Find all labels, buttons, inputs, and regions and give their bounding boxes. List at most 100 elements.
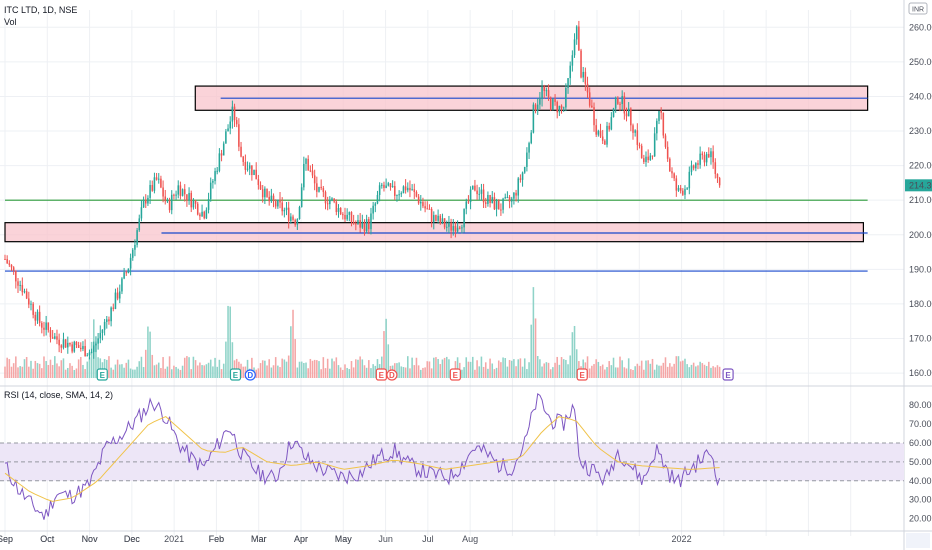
- candle-body: [147, 197, 149, 204]
- volume-bar: [402, 367, 405, 378]
- candle-body: [532, 104, 535, 133]
- volume-bar: [614, 367, 617, 378]
- candle-body: [164, 196, 167, 202]
- candle-body: [378, 185, 381, 195]
- candle-body: [632, 125, 634, 133]
- volume-bar: [60, 360, 63, 378]
- candle-body: [225, 131, 227, 144]
- volume-bar: [298, 361, 301, 378]
- candle-body: [508, 196, 511, 202]
- event-marker-d-3: D: [244, 369, 256, 381]
- volume-bar: [118, 364, 121, 378]
- volume-bar: [684, 358, 686, 378]
- price-axis-tick-label: 170.00: [909, 334, 932, 344]
- candle-body: [381, 184, 383, 186]
- candle-body: [93, 345, 95, 352]
- volume-bar: [272, 365, 275, 378]
- volume-bar: [225, 341, 227, 378]
- candle-body: [606, 125, 608, 145]
- volume-bar: [322, 357, 325, 378]
- volume-bar: [575, 349, 578, 378]
- volume-bar: [73, 369, 76, 378]
- axis-settings-button[interactable]: [906, 533, 930, 548]
- volume-bar: [562, 359, 565, 378]
- volume-bar: [190, 369, 193, 378]
- volume-bar: [708, 361, 710, 378]
- volume-bar: [307, 368, 309, 378]
- candle-body: [463, 208, 465, 228]
- candle-body: [398, 194, 400, 196]
- volume-bar: [144, 349, 147, 378]
- volume-bar: [175, 366, 177, 378]
- candle-body: [261, 189, 264, 198]
- candle-body: [77, 345, 80, 348]
- volume-bar: [606, 367, 608, 378]
- candle-body: [30, 303, 32, 305]
- volume-bar: [651, 358, 654, 378]
- volume-bar: [536, 356, 539, 378]
- volume-bar: [697, 365, 699, 378]
- candle-body: [443, 218, 446, 228]
- volume-bar: [108, 356, 110, 378]
- volume-bar: [619, 356, 621, 378]
- volume-bar: [352, 367, 355, 378]
- candle-body: [216, 170, 219, 172]
- volume-bar: [679, 361, 682, 378]
- candle-body: [352, 221, 355, 224]
- volume-bar: [99, 358, 102, 378]
- volume-bar: [554, 362, 556, 378]
- price-axis-tick-label: 200.00: [909, 230, 932, 240]
- candle-body: [452, 226, 455, 231]
- volume-bar: [199, 362, 201, 378]
- candle-body: [212, 180, 214, 183]
- candle-body: [662, 112, 665, 136]
- volume-bar: [222, 363, 225, 378]
- candle-body: [456, 227, 459, 232]
- volume-bar: [716, 365, 719, 378]
- volume-bar: [489, 358, 491, 378]
- candle-body: [231, 106, 234, 122]
- volume-bar: [588, 368, 591, 378]
- volume-bar: [296, 367, 299, 378]
- volume-bar: [62, 358, 65, 378]
- volume-bar: [469, 361, 472, 378]
- candle-body: [385, 185, 387, 188]
- time-axis-tick-label: Apr: [294, 534, 308, 544]
- candle-body: [15, 270, 17, 282]
- volume-bar: [374, 365, 377, 378]
- candle-body: [337, 208, 340, 212]
- volume-bar: [212, 366, 214, 378]
- candle-body: [311, 170, 314, 176]
- volume-bar: [134, 369, 136, 378]
- candle-body: [638, 144, 641, 146]
- event-marker-label: D: [247, 371, 253, 380]
- candle-body: [701, 153, 704, 156]
- time-axis-tick-label: Jun: [378, 534, 393, 544]
- volume-bar: [131, 369, 134, 378]
- volume-bar: [638, 365, 641, 378]
- candle-body: [131, 249, 134, 258]
- volume-bar: [335, 357, 338, 378]
- candle-body: [695, 163, 697, 169]
- volume-bar: [303, 362, 305, 378]
- candle-body: [244, 161, 247, 170]
- candle-body: [582, 71, 584, 78]
- volume-bar: [612, 357, 615, 378]
- volume-bar: [333, 361, 335, 378]
- candle-body: [186, 194, 188, 201]
- volume-bar: [25, 357, 28, 378]
- volume-bar: [491, 363, 494, 378]
- volume-bar: [627, 358, 630, 378]
- volume-bar: [519, 358, 522, 378]
- candle-body: [718, 178, 721, 186]
- time-axis-tick-label: Sep: [0, 534, 13, 544]
- candle-body: [292, 216, 294, 220]
- candle-body: [339, 208, 342, 215]
- volume-bar: [441, 359, 444, 378]
- volume-bar: [19, 366, 21, 378]
- candle-body: [175, 194, 177, 196]
- volume-bar: [549, 369, 552, 378]
- event-marker-d-5: D: [386, 369, 398, 381]
- volume-bar: [705, 366, 708, 378]
